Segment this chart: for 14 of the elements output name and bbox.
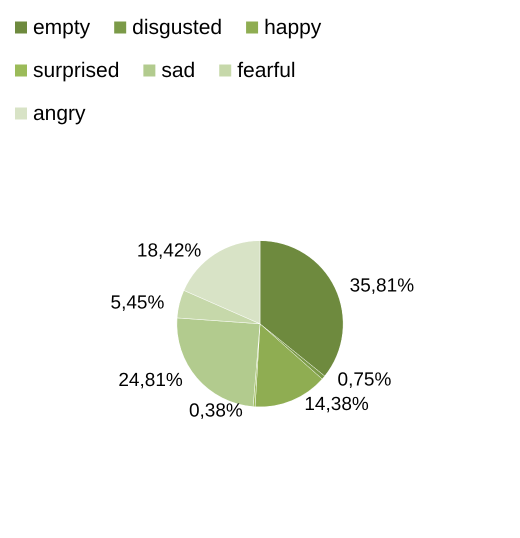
data-label: 0,75% (338, 370, 392, 391)
legend-label: angry (33, 102, 86, 125)
legend-label: disgusted (132, 16, 222, 39)
legend-label: happy (264, 16, 322, 39)
legend-label: empty (33, 16, 91, 39)
data-label: 14,38% (304, 394, 369, 415)
data-label: 0,38% (188, 400, 243, 422)
data-label: 18,42% (136, 240, 202, 262)
data-label: 5,45% (110, 292, 164, 314)
data-label: 35,81% (350, 276, 414, 297)
legend-label: surprised (33, 59, 120, 82)
legend-label: fearful (237, 59, 296, 82)
data-label: 24,81% (118, 370, 183, 392)
legend-label: sad (161, 59, 196, 82)
